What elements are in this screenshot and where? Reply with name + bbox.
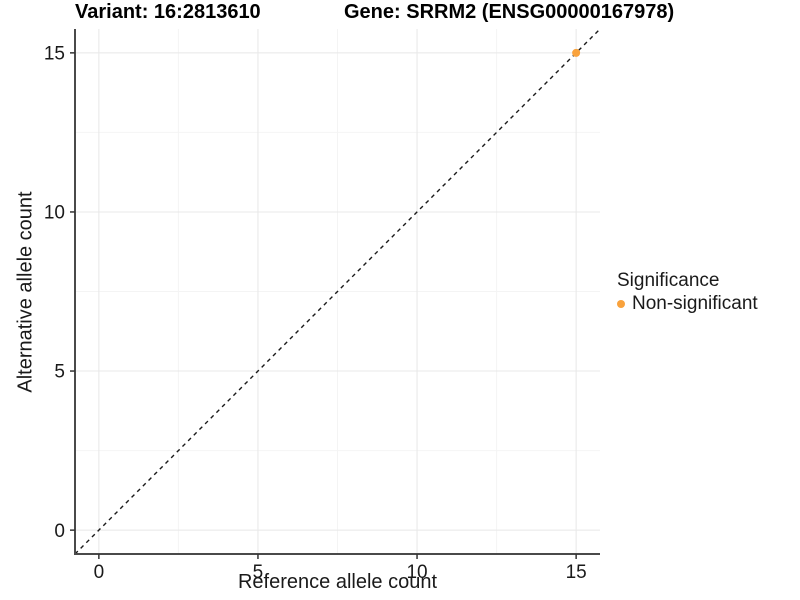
x-tick-label: 10 bbox=[406, 562, 427, 583]
y-tick-label: 15 bbox=[44, 44, 65, 65]
identity-reference-line bbox=[74, 28, 601, 555]
legend: Significance Non-significant bbox=[617, 270, 758, 315]
y-tick-label: 10 bbox=[44, 203, 65, 224]
y-tick-label: 5 bbox=[54, 362, 65, 383]
gene-title: Gene: SRRM2 (ENSG00000167978) bbox=[344, 1, 675, 23]
legend-item-label: Non-significant bbox=[632, 293, 758, 314]
legend-item: Non-significant bbox=[617, 293, 758, 315]
x-tick-label: 5 bbox=[253, 562, 264, 583]
legend-point-marker-icon bbox=[617, 300, 625, 308]
data-point bbox=[572, 48, 581, 57]
x-tick-label: 15 bbox=[566, 562, 587, 583]
x-tick-label: 0 bbox=[94, 562, 105, 583]
legend-title: Significance bbox=[617, 270, 720, 291]
y-tick-label: 0 bbox=[54, 521, 65, 542]
variant-title: Variant: 16:2813610 bbox=[75, 1, 261, 23]
x-axis-label: Reference allele count bbox=[237, 571, 437, 593]
y-axis-label: Alternative allele count bbox=[14, 191, 37, 393]
